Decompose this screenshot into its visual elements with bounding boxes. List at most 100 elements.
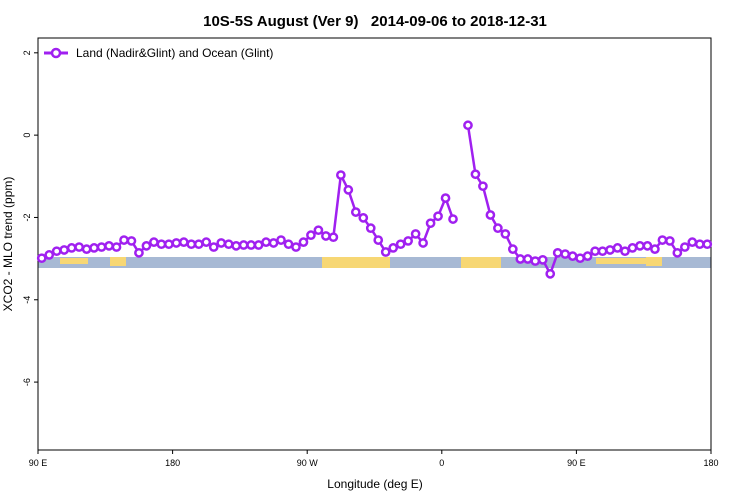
legend-label: Land (Nadir&Glint) and Ocean (Glint) <box>76 46 273 60</box>
land-patch <box>60 258 88 264</box>
data-point <box>388 243 399 253</box>
data-point <box>418 238 428 248</box>
land-patch <box>596 258 656 264</box>
data-point <box>328 232 339 243</box>
data-point <box>530 256 541 266</box>
data-point <box>246 240 256 250</box>
land-patch <box>110 257 126 266</box>
chart-title: 10S-5S August (Ver 9) 2014-09-06 to 2018… <box>203 13 547 30</box>
data-point <box>365 223 376 234</box>
data-point <box>665 236 675 246</box>
data-point <box>560 249 571 259</box>
data-point <box>425 218 436 229</box>
data-point <box>635 241 645 251</box>
data-point <box>470 169 481 180</box>
x-tick-label: 90 E <box>567 458 586 468</box>
y-tick-label: -4 <box>22 296 32 304</box>
x-axis-label: Longitude (deg E) <box>327 477 422 491</box>
x-tick-label: 180 <box>165 458 180 468</box>
data-point <box>89 243 99 253</box>
data-point <box>463 120 473 131</box>
data-point <box>74 242 84 252</box>
data-point <box>321 231 331 241</box>
data-point <box>440 193 451 203</box>
y-tick-label: 0 <box>22 133 32 138</box>
data-point <box>149 237 159 247</box>
data-point <box>261 237 271 247</box>
data-point <box>66 243 77 253</box>
data-point <box>193 239 204 250</box>
data-point <box>545 268 556 279</box>
land-band <box>461 257 501 268</box>
data-point <box>178 237 189 247</box>
x-tick-label: 180 <box>703 458 718 468</box>
data-point <box>493 223 503 234</box>
y-tick-label: 2 <box>22 50 32 55</box>
data-point <box>627 243 638 253</box>
data-point <box>164 239 174 250</box>
data-point <box>141 241 152 251</box>
data-point <box>186 239 197 250</box>
data-point <box>343 185 354 195</box>
legend-marker <box>50 47 62 59</box>
legend: Land (Nadir&Glint) and Ocean (Glint) <box>44 46 273 60</box>
data-point <box>276 235 286 245</box>
data-point <box>119 235 129 245</box>
land-patch <box>646 257 662 266</box>
data-point <box>612 243 623 253</box>
data-point <box>313 225 324 236</box>
data-point <box>298 237 309 247</box>
data-point <box>134 247 144 258</box>
data-point <box>171 238 182 248</box>
data-point <box>650 244 660 254</box>
data-point <box>358 213 369 223</box>
data-point <box>59 245 70 255</box>
data-point <box>590 246 600 257</box>
map-strip <box>38 257 711 268</box>
data-point <box>216 238 227 248</box>
data-point <box>642 241 653 251</box>
data-point <box>231 241 242 251</box>
data-point <box>36 253 47 264</box>
data-point <box>448 214 458 224</box>
data-point <box>253 240 264 250</box>
data-point <box>395 239 406 250</box>
data-point <box>687 237 698 247</box>
x-tick-label: 90 W <box>297 458 319 468</box>
data-point <box>537 254 548 265</box>
data-point <box>306 230 316 241</box>
y-tick-label: -6 <box>22 378 32 386</box>
data-point <box>567 251 578 261</box>
y-tick-label: -2 <box>22 213 32 221</box>
data-point <box>433 211 443 222</box>
data-point <box>702 239 713 250</box>
data-point <box>126 236 137 246</box>
data-point <box>515 254 526 264</box>
data-point <box>81 244 92 254</box>
data-point <box>485 210 496 220</box>
data-point <box>268 238 279 248</box>
data-point <box>44 250 55 260</box>
data-point <box>522 254 533 264</box>
data-point <box>96 242 107 252</box>
data-point <box>552 247 563 258</box>
data-point <box>694 239 705 250</box>
data-point <box>104 241 114 251</box>
x-tick-label: 0 <box>439 458 444 468</box>
data-point <box>111 242 122 252</box>
data-point <box>575 253 585 264</box>
data-point <box>657 235 668 245</box>
data-point <box>582 251 593 261</box>
data-point <box>156 239 167 250</box>
data-point <box>507 244 518 254</box>
data-point <box>336 170 346 180</box>
data-point <box>403 236 413 246</box>
data-point <box>620 246 630 257</box>
data-point <box>201 237 212 247</box>
data-point <box>291 242 301 252</box>
data-point <box>238 240 249 250</box>
data-point <box>500 229 511 239</box>
data-point <box>373 235 384 245</box>
